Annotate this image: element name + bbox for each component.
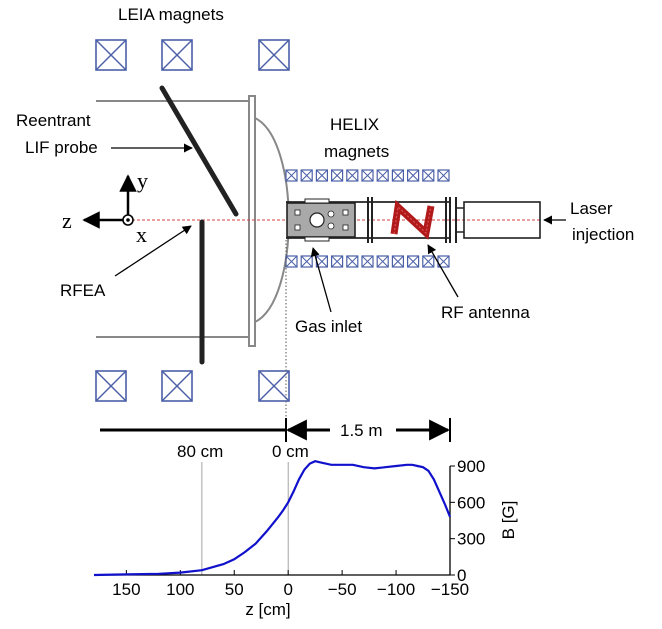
helix-source-tube	[286, 197, 457, 243]
chart-y-tick-label: 0	[457, 566, 466, 585]
leia-magnet-icon	[95, 39, 127, 71]
chart-x-tick-label: −50	[328, 580, 357, 599]
axis-z-label: z	[62, 208, 72, 233]
helix-magnet-icon	[407, 255, 420, 268]
chart-y-tick-label: 300	[457, 530, 485, 549]
helix-magnet-icon	[346, 255, 359, 268]
gas-inlet-pointer	[310, 247, 332, 313]
scale-80cm-label: 80 cm	[177, 442, 223, 461]
helix-label: HELIX	[330, 115, 379, 134]
axis-y-label: y	[137, 168, 148, 193]
reentrant-lif-probe	[159, 85, 239, 217]
axis-x-label: x	[136, 222, 147, 247]
laser-label: Laser	[570, 199, 613, 218]
helix-magnets-bottom	[285, 255, 450, 268]
chart-ylabel: B [G]	[499, 501, 518, 540]
helix-magnet-icon	[437, 169, 450, 182]
field-curve-series	[93, 460, 452, 577]
leia-magnets-label: LEIA magnets	[118, 5, 224, 24]
coordinate-axes	[82, 174, 137, 229]
scale-1-5m-label: 1.5 m	[340, 421, 383, 440]
rfea-label: RFEA	[60, 281, 106, 300]
helix-magnet-icon	[361, 169, 374, 182]
chart-y-tick-label: 600	[457, 493, 485, 512]
helix-magnet-icon	[376, 255, 389, 268]
laser-injection-tube	[456, 201, 541, 239]
lif-probe-label: LIF probe	[25, 138, 98, 157]
helix-magnet-icon	[331, 255, 344, 268]
helix-magnet-icon	[361, 255, 374, 268]
leia-magnets-top	[95, 39, 290, 71]
helix-magnet-icon	[315, 169, 328, 182]
helix-magnet-icon	[346, 169, 359, 182]
helix-magnet-icon	[285, 255, 298, 268]
chamber-flange	[248, 95, 256, 347]
leia-magnet-icon	[258, 370, 290, 402]
injection-label: injection	[572, 225, 634, 244]
chart-x-tick-label: −150	[431, 580, 469, 599]
helix-magnet-icon	[300, 255, 313, 268]
chart-x-tick-label: 0	[283, 580, 292, 599]
chart-x-tick-label: 150	[112, 580, 140, 599]
chart-x-tick-label: 100	[166, 580, 194, 599]
chart-x-tick-label: 50	[225, 580, 244, 599]
helix-magnet-icon	[391, 255, 404, 268]
gas-inlet-label: Gas inlet	[295, 317, 362, 336]
helix-magnets-top	[285, 169, 450, 182]
helix-magnets-label: magnets	[324, 142, 389, 161]
chart-y-tick-label: 900	[457, 457, 485, 476]
helix-magnet-icon	[300, 169, 313, 182]
gas-inlet-assembly	[286, 198, 356, 242]
helix-magnet-icon	[422, 255, 435, 268]
helix-magnet-icon	[407, 169, 420, 182]
chart-x-tick-label: −100	[377, 580, 415, 599]
reentrant-label: Reentrant	[16, 111, 91, 130]
rfea-pointer	[114, 225, 192, 277]
leia-magnet-icon	[95, 370, 127, 402]
chart-xlabel: z [cm]	[245, 600, 290, 619]
leia-magnet-icon	[258, 39, 290, 71]
scale-bar	[100, 418, 451, 442]
helix-magnet-icon	[376, 169, 389, 182]
helix-magnet-icon	[331, 169, 344, 182]
rf-antenna-pointer	[427, 244, 459, 298]
helix-magnet-icon	[391, 169, 404, 182]
helix-magnet-icon	[285, 169, 298, 182]
leia-magnets-bottom	[95, 370, 290, 402]
leia-magnet-icon	[161, 39, 193, 71]
rf-antenna-label: RF antenna	[441, 303, 530, 322]
helix-magnet-icon	[422, 169, 435, 182]
field-profile-chart: 150 100 50 0 −50 −100 −150 0 300 600 900 z [cm] B…	[93, 457, 518, 619]
rf-antenna	[390, 199, 435, 240]
scale-0cm-label: 0 cm	[272, 442, 309, 461]
leia-magnet-icon	[161, 370, 193, 402]
